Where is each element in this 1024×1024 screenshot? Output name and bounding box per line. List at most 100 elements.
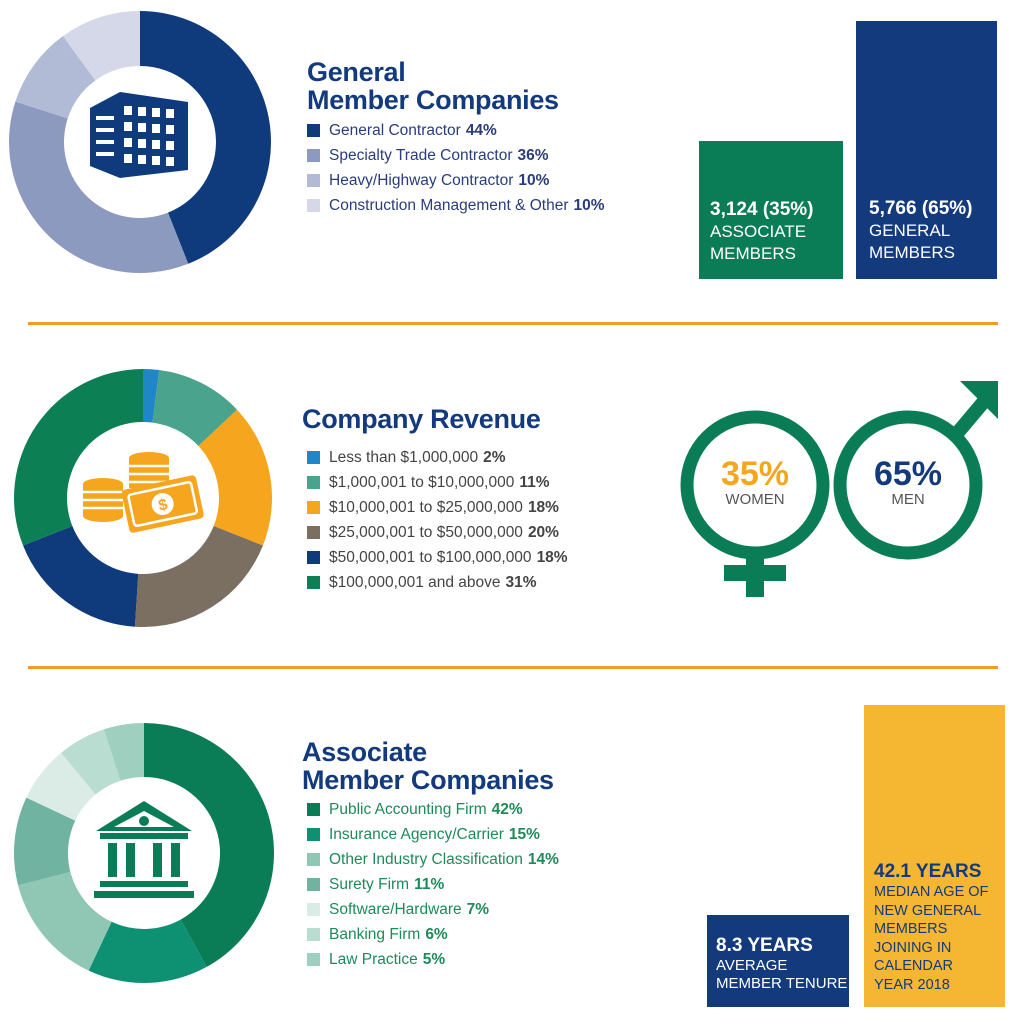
donut-slice — [63, 11, 140, 81]
legend-value: 6% — [425, 925, 448, 943]
men-percent: 65% — [873, 455, 943, 493]
legend-value: 20% — [527, 523, 559, 541]
section-divider — [28, 666, 998, 669]
legend-swatch — [307, 551, 320, 564]
donut-slice — [14, 797, 76, 886]
bank-icon — [94, 801, 194, 898]
money-icon: $ — [83, 452, 204, 533]
legend-swatch — [307, 953, 320, 966]
associate-members-label-1: ASSOCIATE — [710, 222, 807, 241]
median-age-label-1: MEDIAN AGE OF — [874, 884, 989, 900]
median-age-box: 42.1 YEARS MEDIAN AGE OF NEW GENERAL MEM… — [864, 705, 1005, 1007]
legend-item: General Contractor 44% — [307, 118, 605, 143]
legend-label: Public Accounting Firm — [329, 800, 487, 818]
donut-slice — [15, 36, 96, 119]
donut-slice — [140, 11, 272, 264]
legend-item: Less than $1,000,000 2% — [307, 445, 568, 470]
associate-members-label-2: MEMBERS — [710, 244, 796, 263]
tenure-label-1: AVERAGE — [716, 957, 788, 974]
legend-label: $1,000,001 to $10,000,000 — [329, 473, 515, 491]
legend-label: Less than $1,000,000 — [329, 448, 479, 466]
donut-slice — [198, 409, 272, 546]
legend-label: Insurance Agency/Carrier — [329, 825, 504, 843]
general-title: General Member Companies — [307, 58, 559, 114]
legend-item: Other Industry Classification 14% — [307, 847, 559, 872]
donut-slice — [23, 525, 139, 627]
men-stat: 65% MEN — [853, 456, 963, 508]
women-percent: 35% — [720, 455, 790, 493]
legend-label: Construction Management & Other — [329, 196, 569, 214]
building-icon — [90, 92, 188, 178]
legend-label: $25,000,001 to $50,000,000 — [329, 523, 523, 541]
associate-title: Associate Member Companies — [302, 738, 554, 794]
legend-value: 10% — [573, 196, 605, 214]
legend-value: 18% — [536, 548, 568, 566]
legend-label: $50,000,001 to $100,000,000 — [329, 548, 532, 566]
median-age-label-3: MEMBERS — [874, 921, 948, 937]
median-age-value: 42.1 YEARS — [874, 861, 982, 882]
legend-label: $10,000,001 to $25,000,000 — [329, 498, 523, 516]
general-members-bar: 5,766 (65%) GENERAL MEMBERS — [856, 21, 997, 279]
legend-swatch — [307, 928, 320, 941]
revenue-donut-slices — [13, 369, 272, 627]
legend-value: 18% — [527, 498, 559, 516]
legend-swatch — [307, 878, 320, 891]
legend-swatch — [307, 803, 320, 816]
women-stat: 35% WOMEN — [700, 456, 810, 508]
legend-value: 15% — [508, 825, 540, 843]
donut-slice — [134, 525, 263, 627]
tenure-value: 8.3 YEARS — [716, 935, 813, 956]
general-donut-chart — [8, 11, 272, 274]
general-title-line1: General — [307, 57, 406, 87]
legend-item: Banking Firm 6% — [307, 922, 559, 947]
legend-label: Other Industry Classification — [329, 850, 523, 868]
donut-slice — [26, 752, 96, 821]
legend-swatch — [307, 853, 320, 866]
men-label: MEN — [891, 491, 925, 508]
general-legend: General Contractor 44% Specialty Trade Co… — [307, 118, 605, 218]
gender-symbols — [680, 381, 998, 597]
donut-slice — [13, 369, 144, 546]
legend-item: Heavy/Highway Contractor 10% — [307, 168, 605, 193]
legend-item: Software/Hardware 7% — [307, 897, 559, 922]
legend-label: Software/Hardware — [329, 900, 462, 918]
general-members-label-2: MEMBERS — [869, 243, 955, 262]
male-symbol-icon — [833, 381, 998, 560]
legend-value: 44% — [465, 121, 497, 139]
legend-swatch — [307, 526, 320, 539]
associate-donut-slices — [14, 723, 274, 983]
tenure-label-2: MEMBER TENURE — [716, 975, 848, 992]
legend-item: $10,000,001 to $25,000,000 18% — [307, 495, 568, 520]
legend-label: Surety Firm — [329, 875, 410, 893]
median-age-label-4: JOINING IN — [874, 939, 952, 956]
legend-item: $25,000,001 to $50,000,000 20% — [307, 520, 568, 545]
legend-value: 42% — [491, 800, 523, 818]
legend-item: Public Accounting Firm 42% — [307, 797, 559, 822]
legend-swatch — [307, 149, 320, 162]
legend-value: 7% — [466, 900, 490, 918]
legend-swatch — [307, 501, 320, 514]
women-label: WOMEN — [725, 491, 785, 508]
donut-slice — [144, 723, 274, 967]
legend-swatch — [307, 903, 320, 916]
general-donut-slices — [8, 11, 272, 274]
legend-item: Insurance Agency/Carrier 15% — [307, 822, 559, 847]
median-age-label-6: YEAR 2018 — [874, 976, 950, 993]
legend-item: Law Practice 5% — [307, 947, 559, 972]
legend-label: $100,000,001 and above — [329, 573, 501, 591]
legend-value: 11% — [414, 875, 445, 893]
legend-value: 36% — [517, 146, 549, 164]
legend-label: Specialty Trade Contractor — [329, 146, 513, 164]
legend-item: Construction Management & Other 10% — [307, 193, 605, 218]
donut-slice — [143, 369, 160, 423]
associate-members-bar: 3,124 (35%) ASSOCIATE MEMBERS — [699, 141, 843, 279]
legend-value: 14% — [527, 850, 559, 868]
general-members-count: 5,766 (65%) — [869, 198, 973, 219]
donut-slice — [18, 871, 112, 971]
legend-value: 10% — [518, 171, 550, 189]
median-age-label-2: NEW GENERAL — [874, 902, 982, 919]
legend-swatch — [307, 476, 320, 489]
legend-swatch — [307, 576, 320, 589]
general-members-label-1: GENERAL — [869, 221, 951, 240]
associate-title-line2: Member Companies — [302, 765, 554, 795]
